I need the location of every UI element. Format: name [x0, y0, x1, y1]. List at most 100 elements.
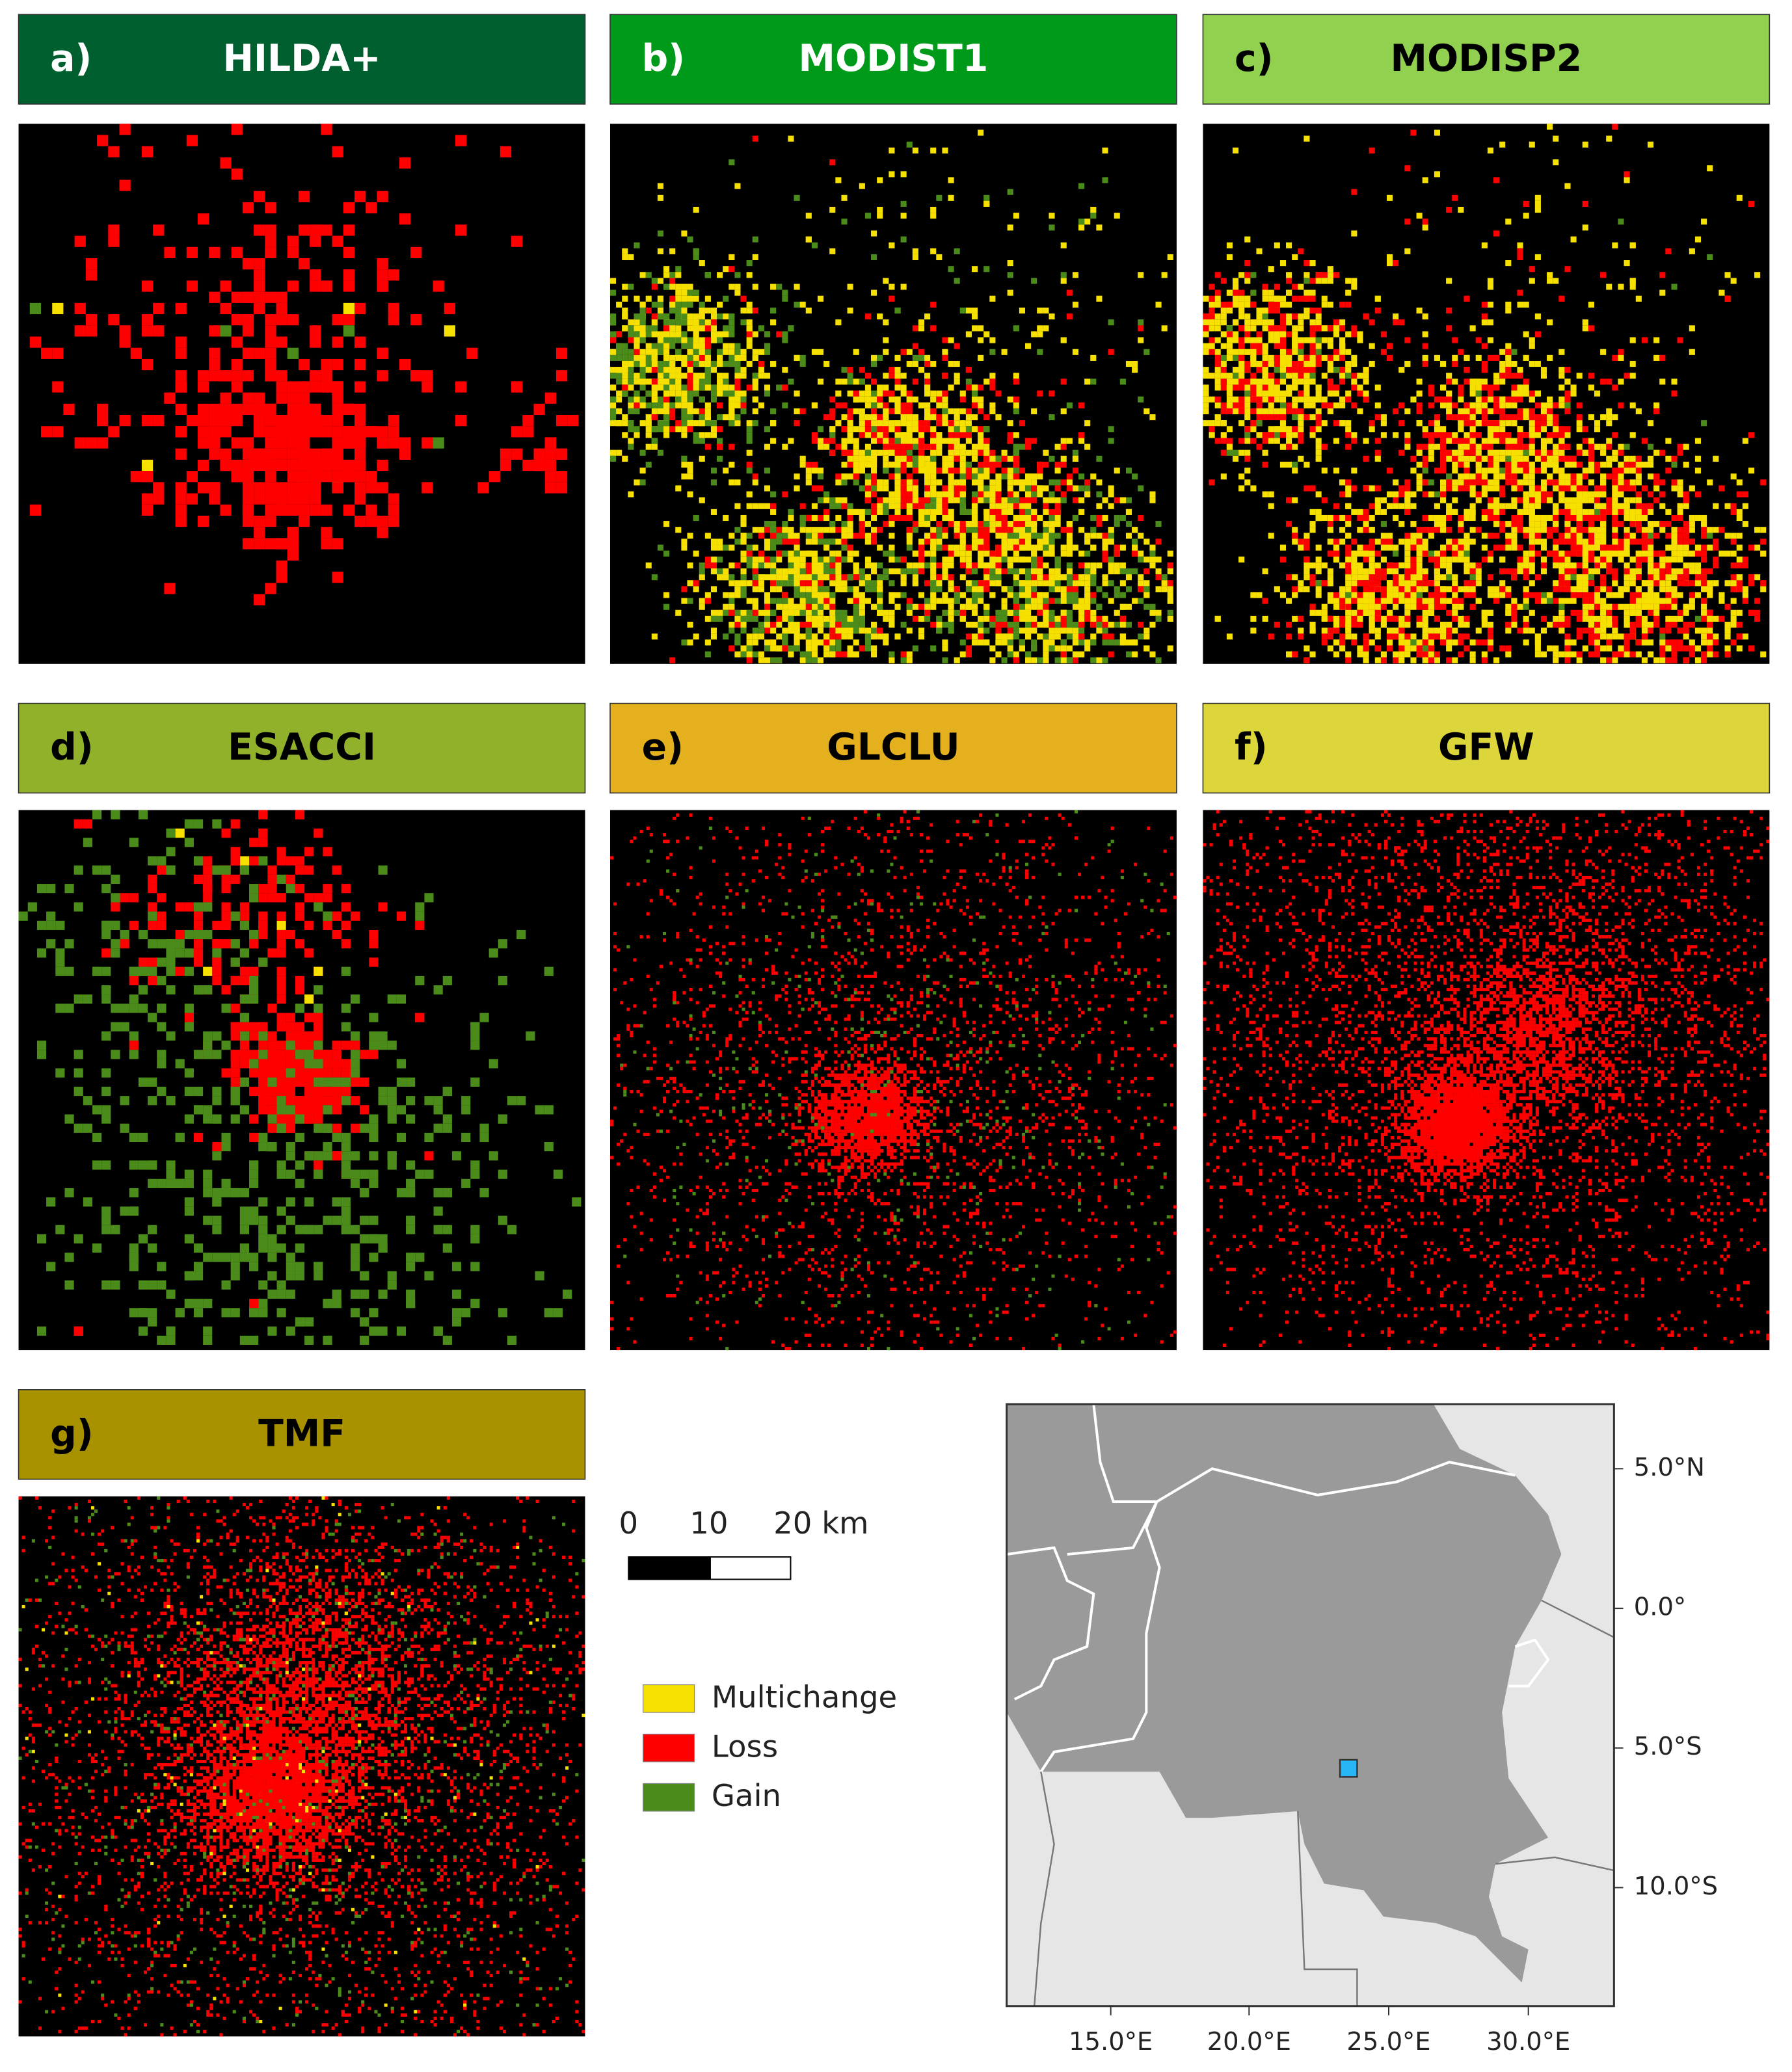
- raster-cell: [511, 381, 522, 392]
- raster-cell: [687, 361, 693, 367]
- raster-cell: [930, 302, 936, 308]
- raster-cell: [1114, 498, 1120, 503]
- raster-cell: [675, 485, 681, 491]
- raster-cell: [176, 482, 187, 493]
- raster-cell: [705, 563, 711, 568]
- raster-cell: [913, 462, 918, 468]
- raster-cell: [1061, 639, 1067, 645]
- raster-cell: [901, 420, 907, 426]
- raster-cell: [687, 426, 693, 432]
- raster-cell: [889, 580, 894, 586]
- raster-cell: [723, 373, 729, 379]
- raster-cell: [747, 491, 753, 497]
- raster-cell: [930, 491, 936, 497]
- raster-cell: [1002, 456, 1008, 462]
- raster-cell: [622, 254, 628, 260]
- raster-cell: [776, 657, 782, 663]
- raster-cell: [936, 580, 942, 586]
- raster-cell: [1061, 527, 1067, 533]
- raster-cell: [717, 338, 723, 343]
- raster-cell: [889, 284, 894, 289]
- raster-cell: [823, 438, 829, 444]
- raster-cell: [1008, 610, 1013, 616]
- raster-cell: [723, 568, 729, 574]
- raster-cell: [936, 438, 942, 444]
- raster-cell: [889, 568, 894, 574]
- raster-cell: [918, 325, 924, 331]
- raster-cell: [522, 415, 533, 426]
- raster-cell: [901, 237, 907, 243]
- raster-cell: [1078, 509, 1084, 515]
- raster-cell: [717, 313, 723, 319]
- raster-cell: [894, 491, 900, 497]
- raster-cell: [687, 533, 693, 538]
- raster-cell: [1286, 302, 1292, 308]
- raster-cell: [366, 426, 377, 437]
- raster-cell: [1168, 592, 1173, 598]
- raster-cell: [444, 325, 455, 336]
- raster-cell: [1031, 604, 1037, 610]
- raster-cell: [1013, 403, 1019, 408]
- raster-cell: [377, 191, 388, 202]
- raster-cell: [942, 462, 948, 468]
- raster-cell: [276, 538, 288, 549]
- raster-cell: [942, 373, 948, 379]
- raster-cell: [924, 616, 930, 622]
- raster-cell: [859, 568, 865, 574]
- raster-cell: [693, 586, 699, 592]
- raster-cell: [800, 657, 806, 663]
- raster-cell: [942, 533, 948, 538]
- raster-cell: [1114, 515, 1120, 521]
- raster-cell: [865, 521, 871, 527]
- raster-cell: [1256, 331, 1262, 337]
- raster-cell: [913, 527, 918, 533]
- raster-cell: [823, 491, 829, 497]
- raster-cell: [332, 449, 343, 460]
- raster-cell: [232, 370, 243, 381]
- raster-cell: [948, 420, 954, 426]
- raster-cell: [1013, 468, 1019, 473]
- raster-cell: [948, 616, 954, 622]
- raster-cell: [753, 254, 758, 260]
- raster-cell: [853, 639, 859, 645]
- raster-cell: [907, 545, 913, 551]
- raster-cell: [794, 420, 800, 426]
- raster-cell: [788, 515, 794, 521]
- raster-cell: [983, 456, 989, 462]
- raster-cell: [669, 657, 675, 663]
- raster-cell: [1215, 349, 1221, 355]
- raster-cell: [699, 260, 705, 266]
- raster-cell: [1250, 272, 1256, 278]
- raster-cell: [669, 278, 675, 284]
- raster-cell: [936, 254, 942, 260]
- raster-cell: [753, 284, 758, 289]
- raster-cell: [829, 652, 835, 657]
- raster-cell: [1037, 391, 1043, 397]
- raster-cell: [1168, 551, 1173, 557]
- raster-cell: [640, 338, 646, 343]
- raster-cell: [865, 598, 871, 604]
- raster-cell: [366, 505, 377, 516]
- raster-cell: [764, 598, 770, 604]
- raster-cell: [983, 195, 989, 201]
- raster-cell: [983, 586, 989, 592]
- raster-cell: [687, 302, 693, 308]
- raster-cell: [960, 563, 966, 568]
- raster-cell: [276, 449, 288, 460]
- raster-cell: [1049, 479, 1054, 485]
- raster-cell: [883, 278, 889, 284]
- raster-cell: [1292, 361, 1298, 367]
- raster-cell: [717, 438, 723, 444]
- raster-cell: [930, 213, 936, 219]
- raster-cell: [734, 384, 740, 390]
- raster-cell: [989, 574, 995, 580]
- raster-cell: [966, 438, 972, 444]
- raster-cell: [995, 622, 1001, 628]
- raster-cell: [924, 456, 930, 462]
- raster-cell: [634, 403, 639, 408]
- raster-cell: [699, 313, 705, 319]
- raster-cell: [924, 498, 930, 503]
- raster-cell: [652, 319, 658, 325]
- raster-cell: [675, 379, 681, 384]
